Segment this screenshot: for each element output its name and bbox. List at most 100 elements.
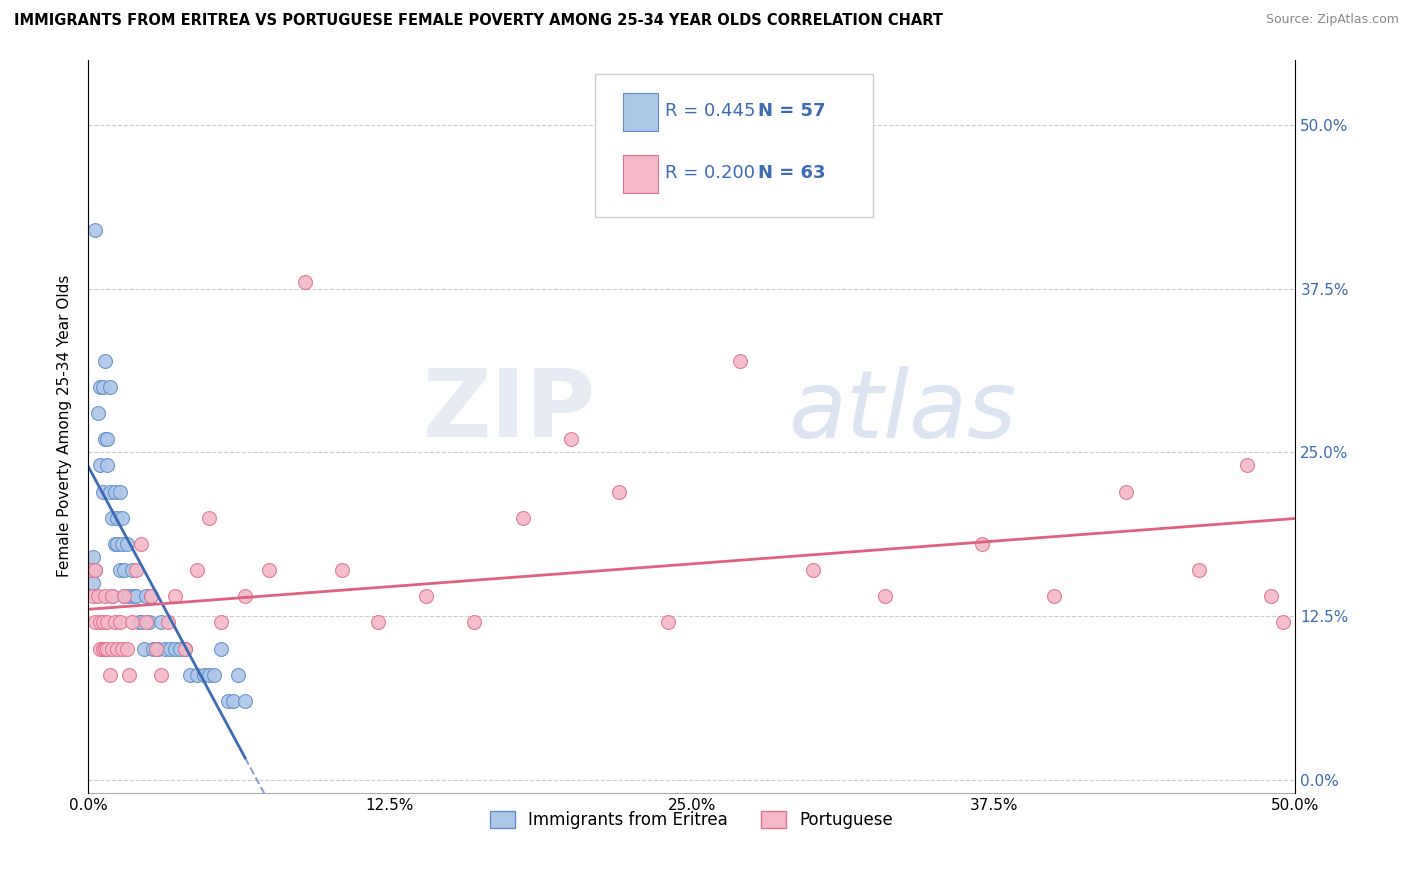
Point (94, 589, 117, 603)
Point (193, 668, 215, 682)
Point (91, 380, 114, 394)
Point (1272, 615, 1295, 630)
Text: atlas: atlas (789, 366, 1017, 457)
Point (101, 589, 124, 603)
Point (186, 668, 208, 682)
Point (149, 615, 172, 630)
Point (165, 641, 187, 656)
Point (222, 694, 245, 708)
Point (202, 668, 225, 682)
FancyBboxPatch shape (595, 74, 873, 218)
Point (112, 563, 135, 577)
Point (91, 484, 114, 499)
Point (125, 563, 148, 577)
Point (129, 615, 152, 630)
Point (94, 353, 117, 368)
Point (118, 589, 141, 603)
Point (105, 641, 128, 656)
Point (233, 589, 256, 603)
Point (367, 615, 389, 630)
Point (122, 589, 145, 603)
Legend: Immigrants from Eritrea, Portuguese: Immigrants from Eritrea, Portuguese (484, 804, 900, 836)
Point (132, 641, 155, 656)
Point (84, 615, 107, 630)
Point (96, 615, 118, 630)
Point (89, 380, 111, 394)
Point (873, 589, 896, 603)
Point (87, 406, 110, 420)
Point (1115, 484, 1137, 499)
Point (104, 537, 127, 551)
Point (138, 615, 160, 630)
Point (121, 563, 143, 577)
Point (112, 589, 135, 603)
Point (226, 668, 249, 682)
Point (82, 576, 104, 591)
Point (186, 563, 208, 577)
Point (104, 484, 127, 499)
Point (1260, 589, 1282, 603)
Text: N = 57: N = 57 (758, 102, 825, 120)
Point (294, 275, 316, 289)
Point (96, 432, 118, 446)
Point (209, 615, 232, 630)
Point (84, 223, 107, 237)
Point (135, 589, 157, 603)
Point (105, 510, 128, 524)
Point (198, 668, 221, 682)
Point (118, 668, 141, 682)
Point (657, 615, 679, 630)
Point (98, 380, 121, 394)
Point (233, 694, 256, 708)
Point (101, 589, 124, 603)
Point (145, 641, 167, 656)
Point (159, 641, 181, 656)
Point (79, 563, 101, 577)
Point (173, 641, 195, 656)
Point (129, 537, 152, 551)
Point (512, 510, 534, 524)
Point (560, 432, 582, 446)
Point (101, 641, 124, 656)
Point (87, 589, 110, 603)
Point (142, 641, 165, 656)
Point (94, 432, 117, 446)
Point (82, 549, 104, 564)
Point (96, 641, 118, 656)
Text: N = 63: N = 63 (758, 164, 825, 182)
Point (169, 641, 191, 656)
Point (91, 615, 114, 630)
Point (970, 537, 993, 551)
Point (179, 668, 201, 682)
Point (801, 563, 824, 577)
Point (89, 615, 111, 630)
Point (121, 615, 143, 630)
Point (112, 589, 135, 603)
Text: Source: ZipAtlas.com: Source: ZipAtlas.com (1265, 13, 1399, 27)
Point (463, 615, 485, 630)
Point (257, 563, 280, 577)
Point (1236, 458, 1258, 473)
Point (115, 537, 138, 551)
Point (149, 668, 172, 682)
Point (1043, 589, 1066, 603)
Point (101, 510, 124, 524)
Point (98, 484, 121, 499)
Point (609, 484, 631, 499)
Text: R = 0.445: R = 0.445 (665, 102, 756, 120)
Point (111, 537, 134, 551)
Point (165, 589, 187, 603)
Point (139, 589, 162, 603)
Point (330, 563, 353, 577)
Point (94, 641, 117, 656)
Y-axis label: Female Poverty Among 25-34 Year Olds: Female Poverty Among 25-34 Year Olds (58, 275, 72, 577)
Point (82, 589, 104, 603)
Point (84, 563, 107, 577)
Point (108, 615, 131, 630)
Point (173, 641, 195, 656)
Point (155, 641, 177, 656)
Point (1188, 563, 1211, 577)
Point (217, 694, 239, 708)
Point (145, 641, 167, 656)
Point (128, 615, 150, 630)
